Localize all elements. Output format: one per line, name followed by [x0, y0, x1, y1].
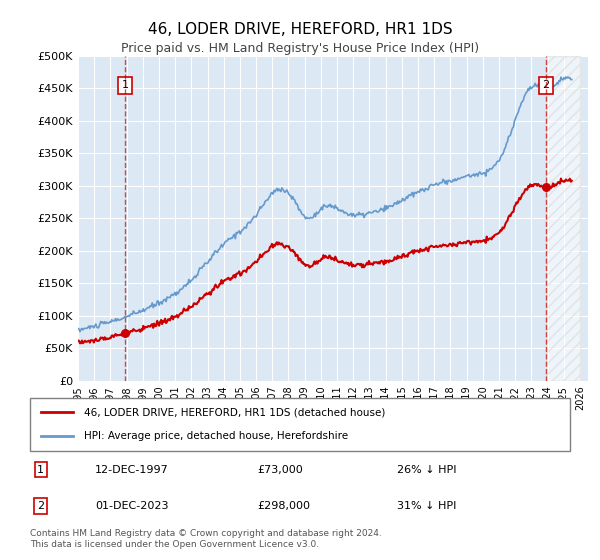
Text: £298,000: £298,000	[257, 501, 310, 511]
Text: 12-DEC-1997: 12-DEC-1997	[95, 465, 169, 475]
Text: 26% ↓ HPI: 26% ↓ HPI	[397, 465, 457, 475]
FancyBboxPatch shape	[30, 398, 570, 451]
Text: HPI: Average price, detached house, Herefordshire: HPI: Average price, detached house, Here…	[84, 431, 348, 441]
Text: 2: 2	[37, 501, 44, 511]
Text: 2: 2	[542, 80, 550, 90]
Text: Contains HM Land Registry data © Crown copyright and database right 2024.
This d: Contains HM Land Registry data © Crown c…	[30, 529, 382, 549]
Text: 31% ↓ HPI: 31% ↓ HPI	[397, 501, 457, 511]
Text: 46, LODER DRIVE, HEREFORD, HR1 1DS (detached house): 46, LODER DRIVE, HEREFORD, HR1 1DS (deta…	[84, 408, 385, 418]
Point	[121, 329, 130, 338]
Text: 1: 1	[122, 80, 129, 90]
Bar	[546, 56, 580, 381]
Text: 1: 1	[37, 465, 44, 475]
Text: Price paid vs. HM Land Registry's House Price Index (HPI): Price paid vs. HM Land Registry's House …	[121, 42, 479, 55]
Text: 01-DEC-2023: 01-DEC-2023	[95, 501, 168, 511]
Text: £73,000: £73,000	[257, 465, 302, 475]
Point	[541, 183, 551, 192]
Text: 46, LODER DRIVE, HEREFORD, HR1 1DS: 46, LODER DRIVE, HEREFORD, HR1 1DS	[148, 22, 452, 38]
